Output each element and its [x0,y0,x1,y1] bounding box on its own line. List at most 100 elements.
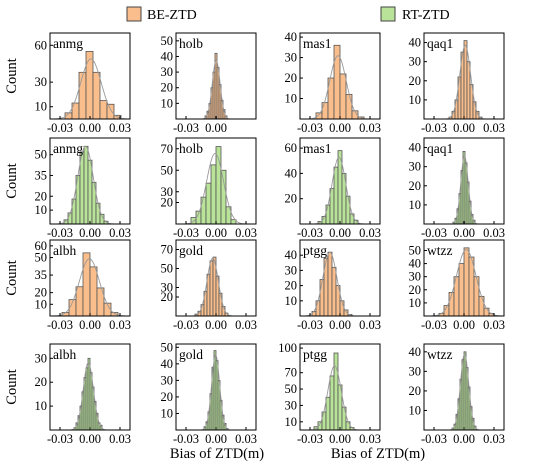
site-label: wtzz [427,347,452,362]
x-tick-label: -0.03 [173,432,199,446]
x-tick-label: -0.03 [47,121,73,135]
histogram-bar [331,266,337,316]
y-tick-label: 20 [409,384,422,398]
normal-fit-curve [424,155,504,224]
histogram-bar [200,304,205,316]
site-label: anmg [53,141,83,156]
x-tick-label: 0.00 [329,318,351,332]
panel-qaq1-rt: 10 20 30 40 -0.03 0.00 0.03 qaq1 [409,137,505,240]
normal-fit-curve [424,44,504,119]
histogram-bar [225,206,232,224]
x-tick-label: 0.00 [329,226,351,240]
x-tick-label: 0.03 [109,432,131,446]
y-tick-label: 10 [409,296,422,310]
site-label: qaq1 [427,141,453,156]
y-tick-label: 20 [161,390,174,404]
histogram-bar [209,260,214,316]
y-tick-label: 30 [161,373,174,387]
x-tick-label: 0.03 [109,121,131,135]
x-tick-label: 0.03 [235,432,257,446]
y-tick-label: 70 [161,243,174,257]
y-tick-label: 40 [285,30,298,44]
histogram-bar [463,40,468,119]
y-tick-label: 40 [409,36,422,50]
x-tick-label: 0.03 [359,226,381,240]
panel-plot-area [176,52,256,119]
panel-plot-area [300,352,380,430]
x-tick-label: -0.03 [421,121,447,135]
y-tick-label: 40 [285,166,298,180]
normal-fit-curve [176,354,256,430]
x-tick-label: 0.03 [483,318,505,332]
y-tick-label: 50 [161,340,174,354]
legend-label-be-ztd: BE-ZTD [147,8,197,23]
site-label: wtzz [427,243,452,258]
panel-plot-area [50,357,130,430]
histogram-bar [106,103,115,119]
histogram-bar [89,266,98,316]
x-axis-title: Bias of ZTD(m) [331,446,425,462]
histogram-bar [92,71,101,119]
y-tick-label: 50 [409,243,422,257]
panel-mas1-rt: 20 40 60 -0.03 0.00 0.03 mas1 [285,137,381,240]
legend-swatch-be-ztd [126,6,142,22]
x-tick-label: 0.03 [359,121,381,135]
y-tick-label: 10 [409,198,422,212]
y-tick-label: 60 [35,239,48,253]
histogram-bar [345,94,353,119]
x-tick-label: 0.00 [79,432,101,446]
panel-plot-area [424,351,504,430]
y-tick-label: 35 [35,168,48,182]
x-tick-label: 0.00 [329,121,351,135]
y-axis-labels: Count Count Count Count [4,58,20,404]
x-tick-label: -0.03 [421,318,447,332]
histogram-bar [210,164,217,224]
histogram-bar [75,286,84,316]
histogram-bar [315,112,323,119]
site-label: albh [53,243,76,258]
histogram-bar [339,73,347,119]
y-tick-label: 20 [285,192,298,206]
y-tick-label: 30 [161,185,174,199]
panel-plot-area [50,51,130,119]
y-axis-title: Count [4,58,20,93]
x-tick-label: -0.03 [297,318,323,332]
y-tick-label: 10 [35,100,48,114]
y-tick-label: 30 [161,281,174,295]
histogram-bar [329,375,335,430]
x-tick-label: -0.03 [173,226,199,240]
panel-anmg-be: 10 30 60 -0.03 0.00 0.03 anmg [35,32,131,135]
x-tick-label: 0.00 [79,318,101,332]
x-tick-label: 0.03 [109,226,131,240]
histogram-bar [78,71,87,119]
y-axis-title: Count [4,163,20,198]
y-tick-label: 40 [285,248,298,262]
histogram-bar [319,279,325,316]
x-tick-label: 0.03 [359,432,381,446]
x-tick-label: 0.00 [329,432,351,446]
panel-qaq1-be: 10 20 30 40 -0.03 0.00 0.03 qaq1 [409,32,505,135]
panel-albh-rt: 10 20 30 -0.03 0.00 0.03 albh [35,343,131,446]
histogram-bar [200,196,207,224]
x-tick-label: 0.03 [235,226,257,240]
histogram-bar [311,311,317,316]
y-tick-label: 30 [409,270,422,284]
y-tick-label: 10 [161,96,174,110]
x-tick-label: 0.03 [483,121,505,135]
panel-mas1-be: 10 20 30 40 -0.03 0.00 0.03 mas1 [285,30,381,135]
y-tick-label: 20 [285,279,298,293]
y-axis-title: Count [4,260,20,295]
panel-plot-area [176,146,256,224]
x-tick-label: 0.00 [205,318,227,332]
x-tick-label: -0.03 [421,432,447,446]
histogram-bar [87,159,93,224]
y-tick-label: 50 [285,382,298,396]
y-tick-label: 60 [285,141,298,155]
x-tick-label: 0.00 [205,121,227,135]
y-tick-label: 40 [409,345,422,359]
